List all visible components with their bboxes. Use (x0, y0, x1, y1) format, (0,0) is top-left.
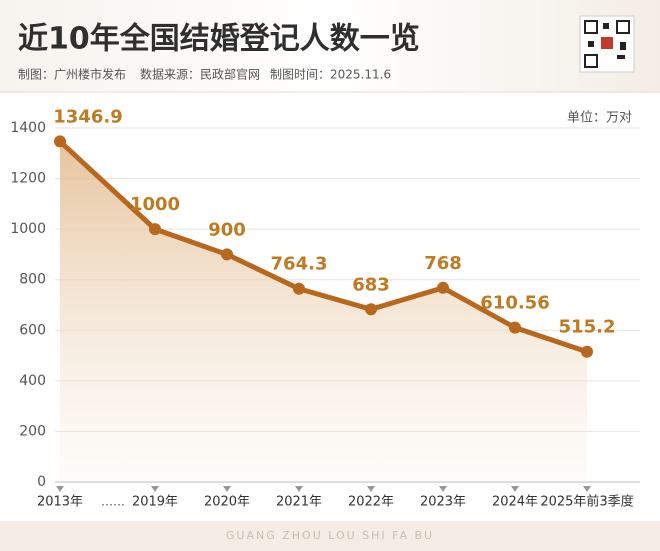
footer-bg (0, 521, 660, 551)
data-label: 683 (352, 274, 390, 295)
x-tick (295, 486, 303, 492)
data-label: 768 (424, 253, 462, 274)
point (54, 135, 66, 148)
footer: GUANG ZHOU LOU SHI FA BU (226, 529, 434, 542)
data-label: 764.3 (271, 254, 328, 275)
point (581, 345, 593, 358)
x-tick-label: 2013年 (37, 495, 83, 510)
x-tick-label: 2024年 (492, 495, 538, 510)
x-tick-label: 2023年 (420, 495, 466, 510)
x-tick (367, 486, 375, 492)
data-label: 1000 (130, 194, 180, 215)
x-tick (151, 486, 159, 492)
y-tick-label: 1200 (10, 171, 46, 187)
x-tick-label: 2021年 (276, 495, 322, 510)
x-tick-label: 2025年前3季度 (540, 494, 633, 510)
x-break-label: …… (101, 495, 125, 509)
y-tick-label: 200 (19, 423, 46, 439)
point (221, 248, 233, 261)
qr-code (579, 15, 635, 73)
line (58, 139, 588, 355)
point (149, 223, 161, 236)
x-tick (511, 486, 519, 492)
subtitle: 制图：广州楼市发布 (18, 67, 126, 82)
subtitle: 数据来源：民政部官网 (140, 67, 260, 82)
y-tick-label: 800 (19, 272, 46, 288)
data-label: 900 (208, 219, 246, 240)
header-bg (0, 0, 660, 92)
x-tick-label: 2022年 (348, 495, 394, 510)
x-tick (583, 486, 591, 492)
point (437, 281, 449, 294)
point (365, 303, 377, 316)
area (60, 141, 587, 483)
x-tick (56, 486, 64, 492)
x-tick (439, 486, 447, 492)
unit-label: 单位：万对 (567, 111, 632, 126)
chart-title: 近10年全国结婚登记人数一览 (18, 22, 420, 57)
x-tick (223, 486, 231, 492)
y-tick-label: 1000 (10, 221, 46, 237)
data-label: 1346.9 (53, 106, 122, 127)
y-tick-label: 0 (37, 474, 46, 490)
y-tick-label: 600 (19, 322, 46, 338)
y-tick-label: 1400 (10, 120, 46, 136)
subtitle: 制图时间：2025.11.6 (270, 68, 391, 82)
point (293, 282, 305, 295)
x-tick-label: 2020年 (204, 495, 250, 510)
x-tick-label: 2019年 (132, 495, 178, 510)
y-tick-label: 400 (19, 373, 46, 389)
data-label: 610.56 (480, 293, 549, 314)
point (509, 321, 521, 334)
data-label: 515.2 (559, 317, 616, 338)
